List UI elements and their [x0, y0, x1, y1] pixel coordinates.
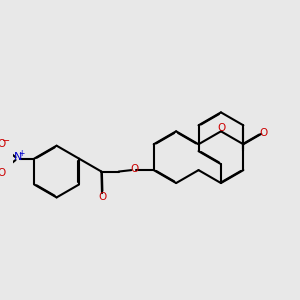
Text: O: O: [218, 123, 226, 134]
Text: −: −: [2, 136, 10, 146]
Text: +: +: [19, 149, 25, 158]
Text: O: O: [260, 128, 268, 138]
Text: O: O: [0, 139, 5, 149]
Text: N: N: [14, 152, 22, 162]
Text: O: O: [98, 192, 107, 202]
Text: O: O: [0, 168, 5, 178]
Text: O: O: [130, 164, 138, 174]
